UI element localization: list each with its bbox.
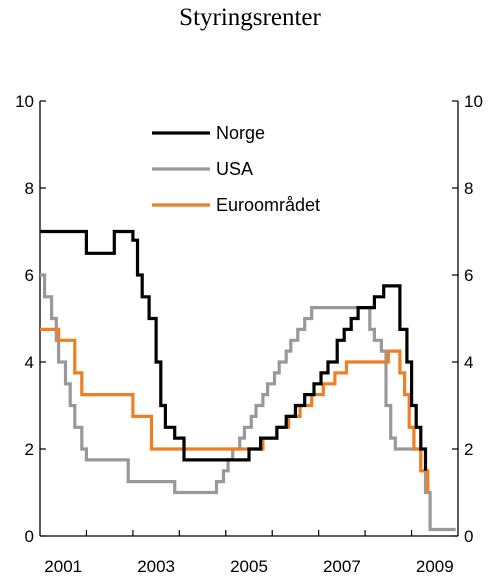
x-tick-label: 2009 bbox=[416, 557, 454, 576]
series-line-euro bbox=[40, 327, 430, 493]
series-layer bbox=[40, 229, 456, 532]
y-tick-label-right: 4 bbox=[464, 353, 473, 372]
y-tick-label-left: 6 bbox=[25, 266, 34, 285]
legend-label: USA bbox=[216, 159, 253, 179]
tick-labels-layer: 0 0 2 2 4 4 6 6 8 8 10 10 2001 2003 2005 2007 2009 bbox=[15, 92, 483, 576]
series-line-usa bbox=[40, 273, 456, 532]
y-tick-label-right: 2 bbox=[464, 440, 473, 459]
y-tick-label-right: 10 bbox=[464, 92, 483, 111]
y-tick-label-right: 0 bbox=[464, 527, 473, 546]
legend-label: Euroområdet bbox=[216, 195, 320, 215]
y-tick-label-left: 8 bbox=[25, 179, 34, 198]
y-tick-label-right: 6 bbox=[464, 266, 473, 285]
chart-title: Styringsrenter bbox=[179, 4, 321, 31]
y-tick-label-left: 4 bbox=[25, 353, 34, 372]
y-tick-label-right: 8 bbox=[464, 179, 473, 198]
x-tick-label: 2007 bbox=[323, 557, 361, 576]
y-tick-label-left: 10 bbox=[15, 92, 34, 111]
y-tick-label-left: 0 bbox=[25, 527, 34, 546]
legend-label: Norge bbox=[216, 123, 265, 143]
y-tick-label-left: 2 bbox=[25, 440, 34, 459]
legend: Norge USA Euroområdet bbox=[152, 123, 320, 215]
x-tick-label: 2003 bbox=[137, 557, 175, 576]
series-line-norge bbox=[40, 229, 428, 471]
x-tick-label: 2005 bbox=[230, 557, 268, 576]
x-tick-label: 2001 bbox=[44, 557, 82, 576]
